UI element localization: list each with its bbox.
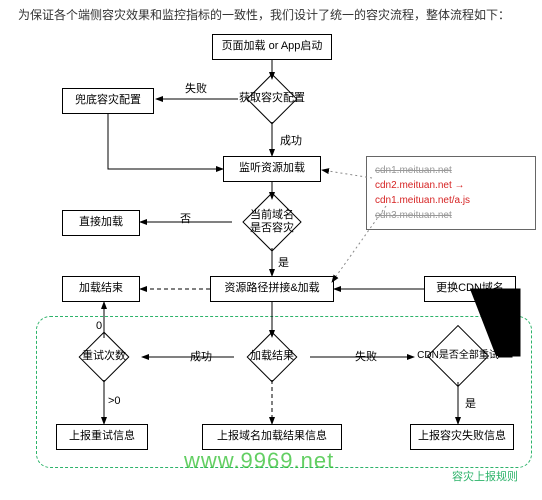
- node-loadend: 加载结束: [62, 276, 140, 302]
- label-fail1: 失败: [185, 80, 207, 96]
- node-result: 加载结果: [232, 332, 312, 382]
- aside-line2: cdn2.meituan.net → cdn1.meituan.net/a.js: [375, 178, 527, 208]
- node-retrycnt: 重试次数: [64, 332, 144, 382]
- node-listen: 监听资源加载: [223, 156, 321, 182]
- node-fallback-cfg: 兜底容灾配置: [62, 88, 154, 114]
- label-succ2: 成功: [190, 348, 212, 364]
- label-yes3: 是: [465, 395, 476, 411]
- node-start: 页面加载 or App启动: [212, 34, 332, 60]
- label-no3: 否: [500, 320, 511, 336]
- label-ok1: 成功: [280, 132, 302, 148]
- aside-line3: cdn3.meituan.net: [375, 208, 527, 223]
- node-rpt-domain: 上报域名加载结果信息: [202, 424, 342, 450]
- label-yes1: 是: [278, 254, 289, 270]
- node-isdr: 当前域名 是否容灾: [228, 195, 316, 249]
- aside-line1: cdn1.meituan.net: [375, 163, 527, 178]
- label-no1: 否: [180, 210, 191, 226]
- node-direct: 直接加载: [62, 210, 140, 236]
- node-cdnall: CDN是否全部重试: [408, 328, 508, 384]
- label-gt0: >0: [108, 395, 121, 407]
- region-label: 容灾上报规则: [452, 468, 518, 484]
- node-rpt-fail: 上报容灾失败信息: [410, 424, 514, 450]
- node-rpt-retry: 上报重试信息: [56, 424, 148, 450]
- node-swapcdn: 更换CDN域名: [424, 276, 516, 302]
- node-getcfg: 获取容灾配置: [232, 74, 312, 124]
- label-fail2: 失败: [355, 348, 377, 364]
- node-concat: 资源路径拼接&加载: [210, 276, 334, 302]
- caption: 为保证各个端侧容灾效果和监控指标的一致性，我们设计了统一的容灾流程，整体流程如下…: [18, 6, 510, 23]
- label-zero: 0: [96, 320, 102, 332]
- watermark: www.9969.net: [184, 448, 334, 474]
- aside-domain-example: cdn1.meituan.net cdn2.meituan.net → cdn1…: [366, 156, 536, 230]
